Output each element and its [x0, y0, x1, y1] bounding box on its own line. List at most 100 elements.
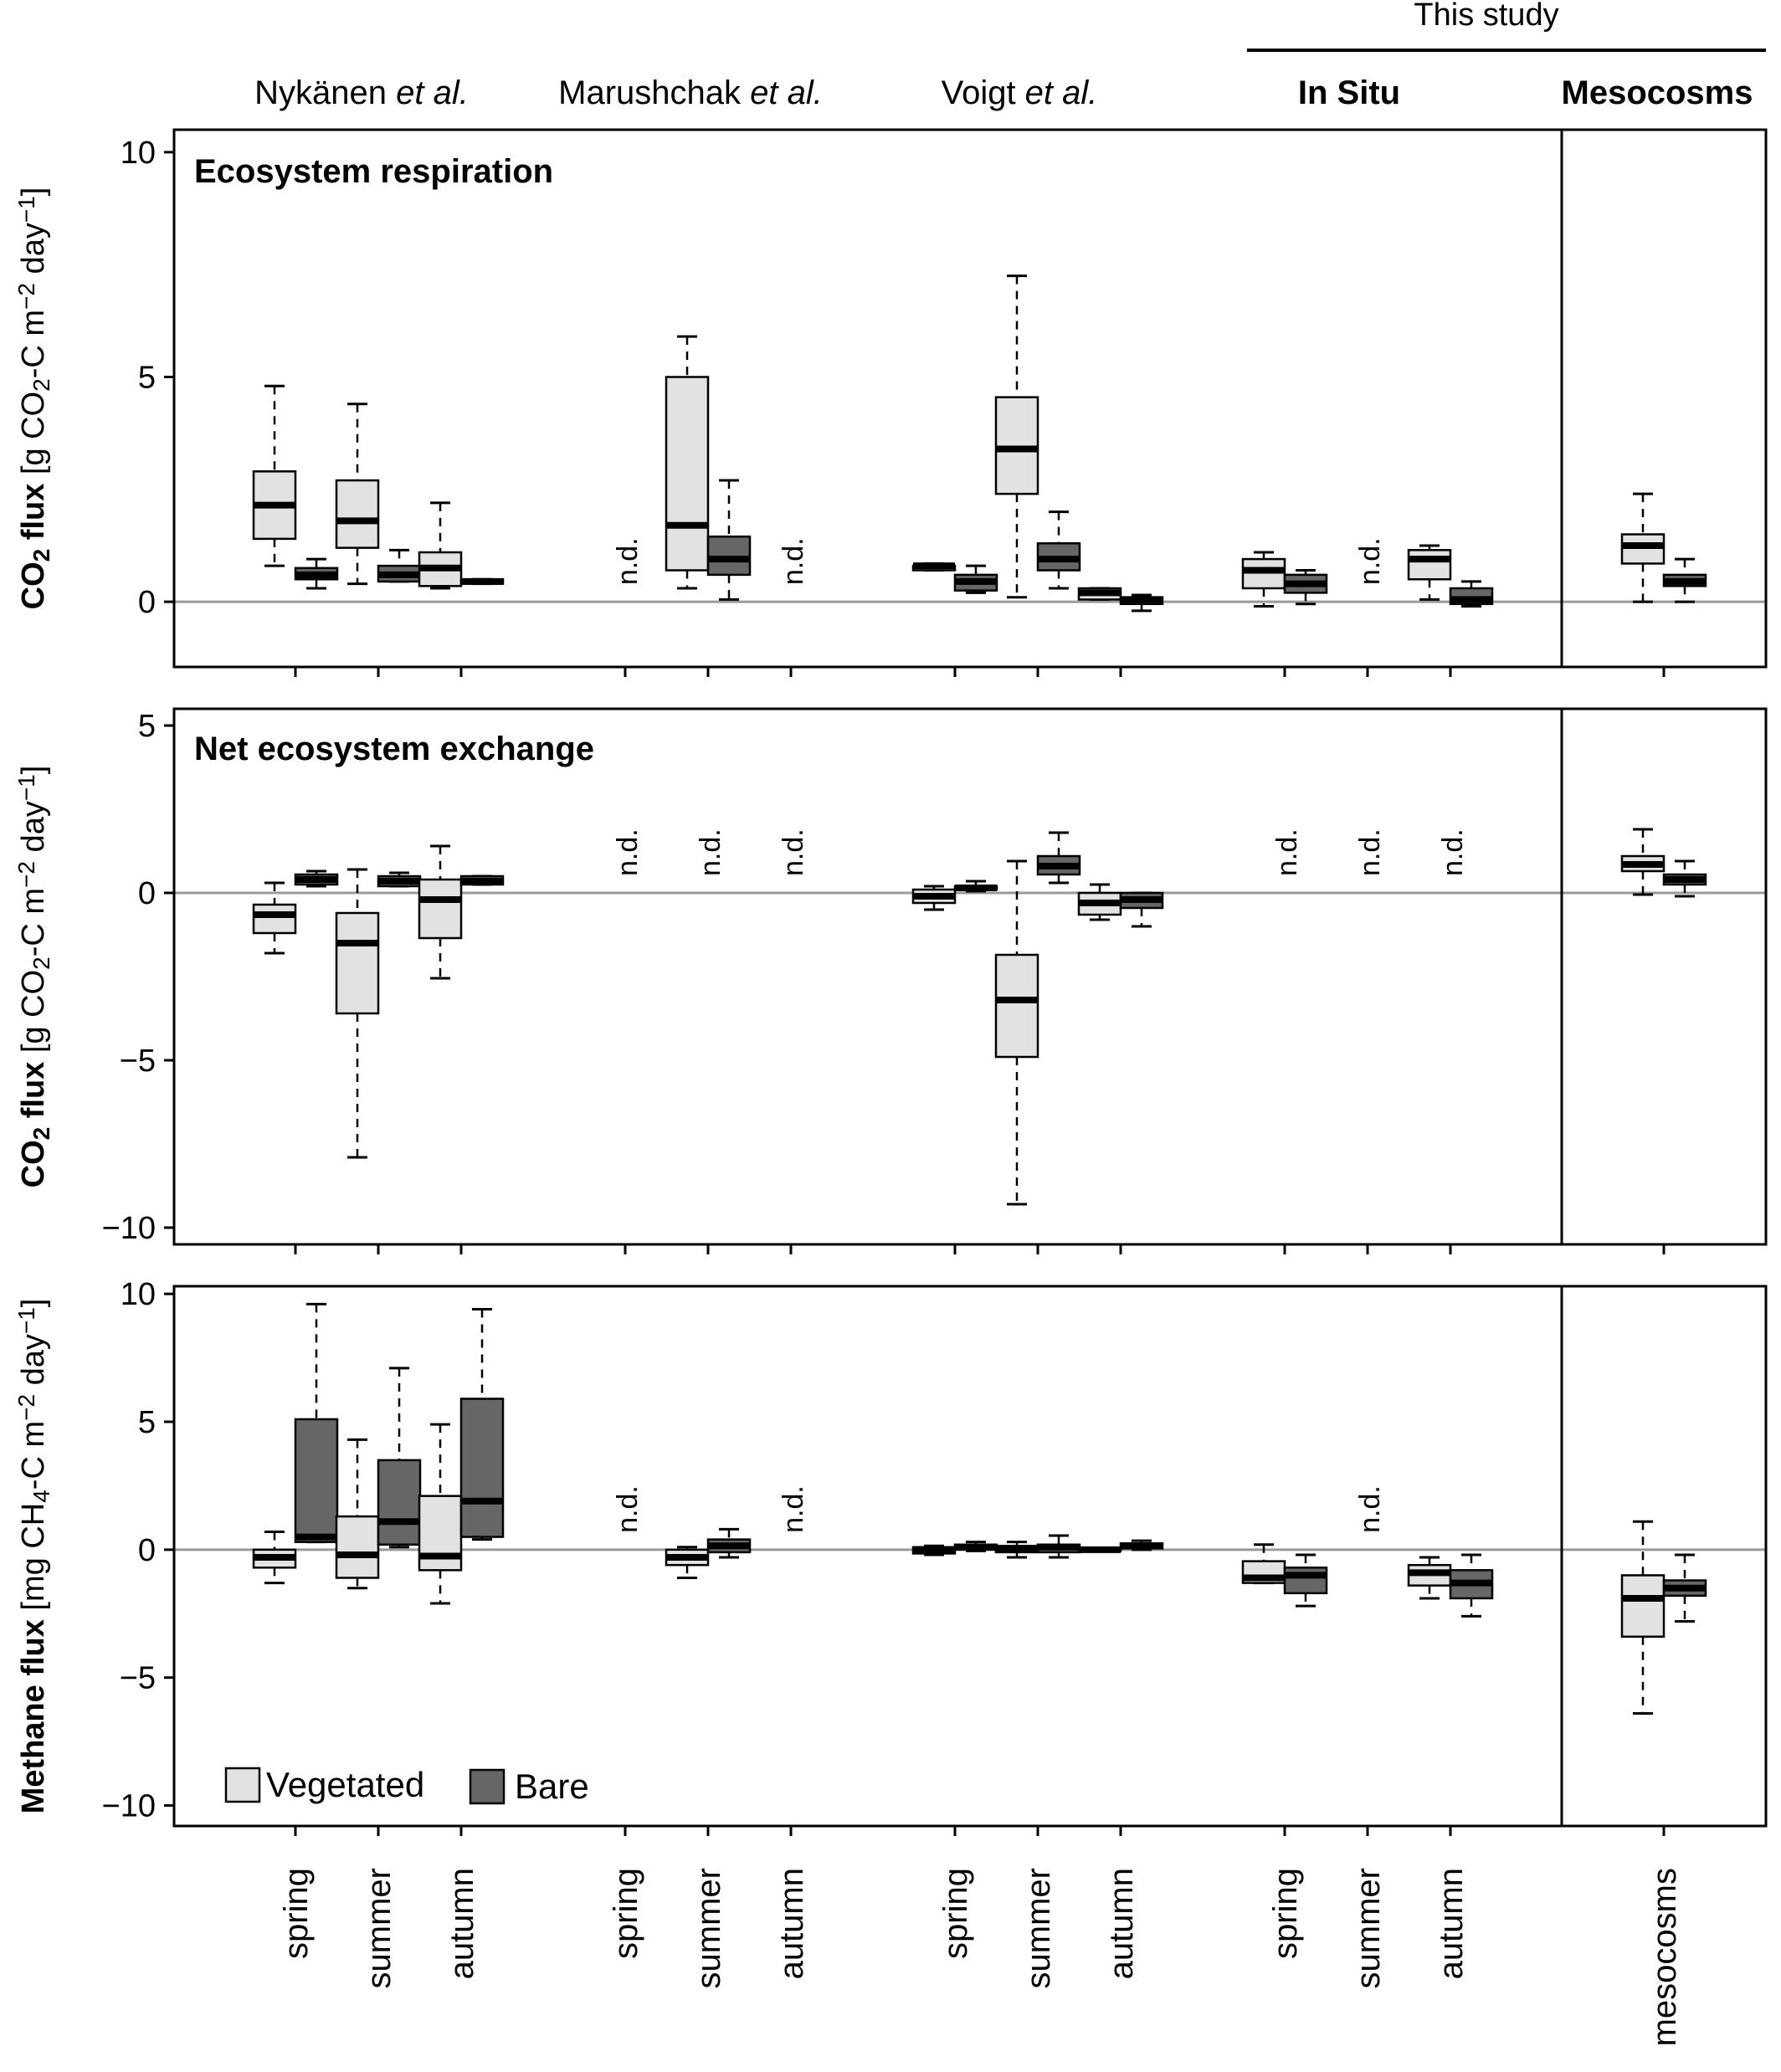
y-axis-label-part: 2 [28, 549, 54, 562]
box-bare [953, 880, 998, 893]
box-bare [1662, 557, 1707, 603]
x-tick-label: mesocosms [1646, 1868, 1683, 2046]
box-iqr [1620, 1574, 1666, 1639]
group-label-marushchak: Marushchak et al. [558, 74, 823, 111]
nd-label: n.d. [612, 828, 644, 876]
box-iqr [335, 479, 380, 549]
box-vegetated [665, 1546, 710, 1579]
nd-label: n.d. [778, 828, 809, 876]
y-axis-label-part: −2 [13, 283, 39, 310]
box-bare [1449, 580, 1494, 608]
box-bare [1119, 593, 1164, 613]
y-axis-label-part: flux [16, 1062, 51, 1127]
y-axis-label-part: day [16, 223, 51, 283]
box-vegetated [1077, 587, 1122, 601]
this-study-label: This study [1414, 0, 1558, 33]
box-vegetated [911, 562, 957, 572]
y-tick-label: −5 [120, 1044, 156, 1079]
box-iqr [1620, 533, 1666, 565]
legend: Vegetated Bare [224, 1765, 589, 1806]
x-tick-label: autumn [1103, 1868, 1140, 1979]
box-vegetated [1620, 828, 1666, 896]
box-bare [706, 479, 752, 601]
box-bare [1119, 891, 1164, 928]
box-vegetated [911, 1544, 957, 1557]
y-axis-label-part: day [16, 801, 51, 861]
panel-frame [172, 128, 1768, 669]
x-tick-labels: spring summer autumn spring summer autumn spri… [278, 1868, 1683, 2046]
box-vegetated [665, 335, 710, 590]
y-tick-label: 5 [138, 1405, 156, 1440]
box-iqr [994, 396, 1039, 495]
box-bare [953, 1541, 998, 1552]
x-tick-label: spring [937, 1868, 974, 1959]
x-tick-label: summer [1350, 1868, 1387, 1988]
box-bare [953, 564, 998, 594]
box-bare [459, 1308, 505, 1541]
group-label-nykanen: Nykänen et al. [254, 74, 469, 111]
nd-label: n.d. [1437, 828, 1469, 876]
box-bare [377, 871, 422, 888]
box-vegetated [1077, 1546, 1122, 1553]
box-bare [377, 1367, 422, 1549]
box-iqr [1407, 549, 1452, 581]
box-iqr [1283, 1567, 1328, 1595]
y-tick-label: −10 [102, 1211, 156, 1246]
box-bare [1036, 1534, 1081, 1559]
box-bare [1283, 568, 1328, 606]
box-bare [1662, 1553, 1707, 1623]
group-label-in-situ: In Situ [1298, 74, 1400, 111]
nd-label: n.d. [1271, 828, 1303, 876]
box-vegetated [1241, 551, 1286, 608]
x-tick-label: summer [1020, 1868, 1057, 1988]
box-vegetated [1620, 1520, 1666, 1715]
box-bare [1449, 1553, 1494, 1618]
box-vegetated [252, 384, 297, 567]
y-axis-label-part: ] [16, 766, 51, 775]
y-axis-label-part: ] [16, 187, 51, 197]
y-axis-label-part: flux [16, 484, 51, 549]
box-vegetated [1077, 883, 1122, 921]
x-tick-label: spring [608, 1868, 644, 1959]
box-bare [1662, 859, 1707, 898]
nd-label: n.d. [612, 537, 644, 585]
box-iqr [1241, 557, 1286, 590]
y-tick-label: 10 [121, 1277, 156, 1312]
box-iqr [418, 878, 463, 940]
y-axis-label-part: 2 [28, 378, 54, 392]
box-vegetated [335, 403, 380, 586]
box-bare [459, 577, 505, 586]
figure-header: This study Nykänen et al. Marushchak et … [254, 0, 1766, 111]
group-label-mesocosms: Mesocosms [1562, 74, 1753, 111]
y-tick-label: 5 [138, 709, 156, 744]
box-bare [377, 548, 422, 583]
panel-3: n.d. n.d. n.d. −10 −5 0 5 10 Methane flux [mg CH… [13, 1277, 1768, 1836]
x-tick-label: summer [690, 1868, 727, 1988]
x-tick-label: autumn [1433, 1868, 1470, 1979]
y-tick-label: 0 [138, 585, 156, 620]
box-vegetated [1620, 492, 1666, 603]
x-tick-label: summer [361, 1868, 398, 1988]
box-bare [294, 1302, 339, 1544]
y-axis-label: CO2 flux [g CO2-C m−2 day−1] [13, 766, 54, 1188]
box-bare [1283, 1553, 1328, 1608]
box-vegetated [994, 859, 1039, 1206]
box-iqr [459, 1398, 505, 1538]
box-iqr [335, 1515, 380, 1579]
nd-label: n.d. [778, 1485, 809, 1533]
y-axis-label-part: -C m [16, 888, 51, 957]
y-axis-label-part: −2 [13, 861, 39, 888]
panel-frame [172, 707, 1768, 1246]
box-bare [294, 557, 339, 590]
box-vegetated [418, 501, 463, 590]
y-tick-label: 10 [121, 136, 156, 171]
box-iqr [335, 911, 380, 1015]
y-axis-label-part: ] [16, 1299, 51, 1308]
box-vegetated [994, 274, 1039, 599]
box-bare [1036, 510, 1081, 590]
y-axis-label: CO2 flux [g CO2-C m−2 day−1] [13, 187, 54, 610]
nd-label: n.d. [778, 537, 809, 585]
box-vegetated [335, 868, 380, 1159]
y-axis-label-part: −2 [13, 1394, 39, 1421]
